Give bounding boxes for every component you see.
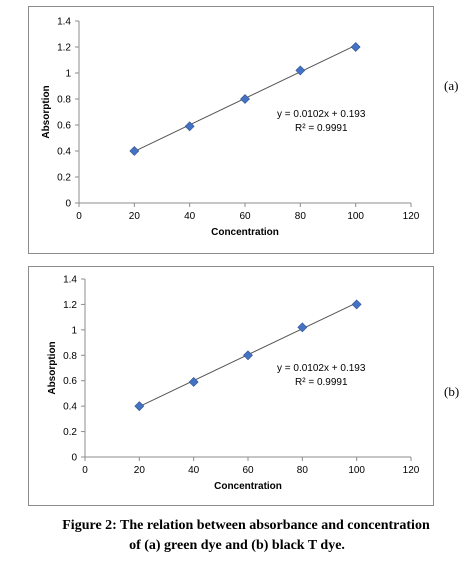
y-tick-label: 0.2 xyxy=(63,427,77,438)
x-tick-label: 20 xyxy=(134,465,146,476)
y-tick-label: 0.4 xyxy=(57,147,71,158)
chart-panel-a: 0 0.2 0.4 0.6 0.8 1 1.2 1.4 0 20 40 60 80 100 120 Conce… xyxy=(28,6,434,254)
y-tick-label: 0 xyxy=(71,453,77,464)
y-tick-label: 1.2 xyxy=(57,43,71,54)
x-tick-label: 120 xyxy=(403,465,420,476)
x-axis-title: Concentration xyxy=(211,227,279,238)
chart-a: 0 0.2 0.4 0.6 0.8 1 1.2 1.4 0 20 40 60 80 100 120 Conce… xyxy=(41,17,420,239)
chart-panel-b: 0 0.2 0.4 0.6 0.8 1 1.2 1.4 0 20 40 60 80 100 120 Conce… xyxy=(28,266,434,506)
x-tick-label: 40 xyxy=(184,211,196,222)
panel-label-b: (b) xyxy=(444,384,460,399)
trendline-equation: y = 0.0102x + 0.193 xyxy=(277,363,366,374)
data-point xyxy=(240,94,250,104)
x-tick-label: 80 xyxy=(295,211,307,222)
y-tick-label: 0.6 xyxy=(63,376,77,387)
x-tick-label: 120 xyxy=(403,211,420,222)
x-axis-title: Concentration xyxy=(214,481,282,492)
y-tick-label: 1 xyxy=(71,325,77,336)
chart-b: 0 0.2 0.4 0.6 0.8 1 1.2 1.4 0 20 40 60 80 100 120 Conce… xyxy=(47,275,420,493)
x-tick-label: 0 xyxy=(82,465,88,476)
data-point xyxy=(295,65,306,76)
y-tick-label: 0.4 xyxy=(63,402,77,413)
y-tick-label: 1 xyxy=(65,69,71,80)
y-tick-label: 1.2 xyxy=(63,300,77,311)
data-point xyxy=(129,146,140,156)
data-point xyxy=(350,42,361,52)
data-point xyxy=(351,299,362,310)
y-tick-label: 0.8 xyxy=(63,351,77,362)
data-point xyxy=(188,377,199,387)
y-tick-label: 0 xyxy=(65,199,71,210)
x-tick-label: 60 xyxy=(242,465,254,476)
y-tick-label: 0.2 xyxy=(57,173,71,184)
x-tick-label: 20 xyxy=(129,211,141,222)
panel-label-a: (a) xyxy=(444,78,459,93)
data-point xyxy=(184,121,195,132)
x-tick-label: 60 xyxy=(239,211,251,222)
y-axis-title: Absorption xyxy=(47,341,58,394)
x-tick-label: 100 xyxy=(348,465,365,476)
data-point xyxy=(134,401,145,412)
trendline-equation: y = 0.0102x + 0.193 xyxy=(277,109,366,120)
figure-caption-line-2: of (a) green dye and (b) black T dye. xyxy=(129,538,345,553)
y-axis-title: Absorption xyxy=(41,85,52,138)
x-tick-label: 0 xyxy=(76,211,82,222)
y-tick-label: 0.8 xyxy=(57,95,71,106)
data-point xyxy=(297,322,308,333)
y-tick-label: 0.6 xyxy=(57,121,71,132)
r-squared-label: R² = 0.9991 xyxy=(295,123,348,134)
y-tick-label: 1.4 xyxy=(57,17,71,28)
y-tick-label: 1.4 xyxy=(63,275,77,286)
figure-caption-line-1: Figure 2: The relation between absorbanc… xyxy=(62,518,430,533)
x-tick-label: 100 xyxy=(347,211,364,222)
x-tick-label: 40 xyxy=(188,465,200,476)
r-squared-label: R² = 0.9991 xyxy=(295,377,348,388)
x-tick-label: 80 xyxy=(297,465,309,476)
data-point xyxy=(243,350,253,361)
